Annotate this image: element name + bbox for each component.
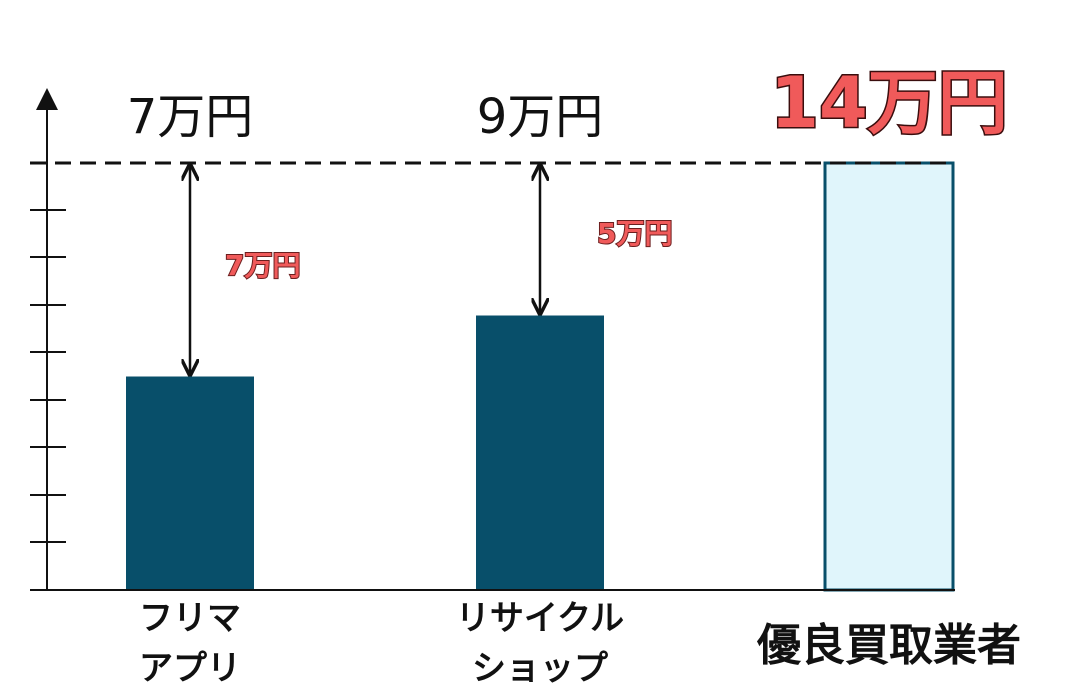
axis-arrow <box>36 88 58 110</box>
x-tick-label: フリマ <box>139 599 241 639</box>
x-tick-label: ショップ <box>472 649 608 689</box>
x-tick-label: アプリ <box>139 649 241 689</box>
bar <box>126 376 254 590</box>
difference-label: 7万円 <box>225 249 300 282</box>
difference-label: 5万円 <box>597 217 672 250</box>
x-tick-label: リサイクル <box>456 599 624 639</box>
value-label: 9万円 <box>477 89 604 145</box>
bar <box>476 315 604 590</box>
x-tick-label: 優良買取業者 <box>756 620 1021 671</box>
value-label: 14万円 <box>770 62 1007 144</box>
axis-decor <box>30 88 66 590</box>
value-label: 7万円 <box>127 89 254 145</box>
bar <box>823 161 955 592</box>
